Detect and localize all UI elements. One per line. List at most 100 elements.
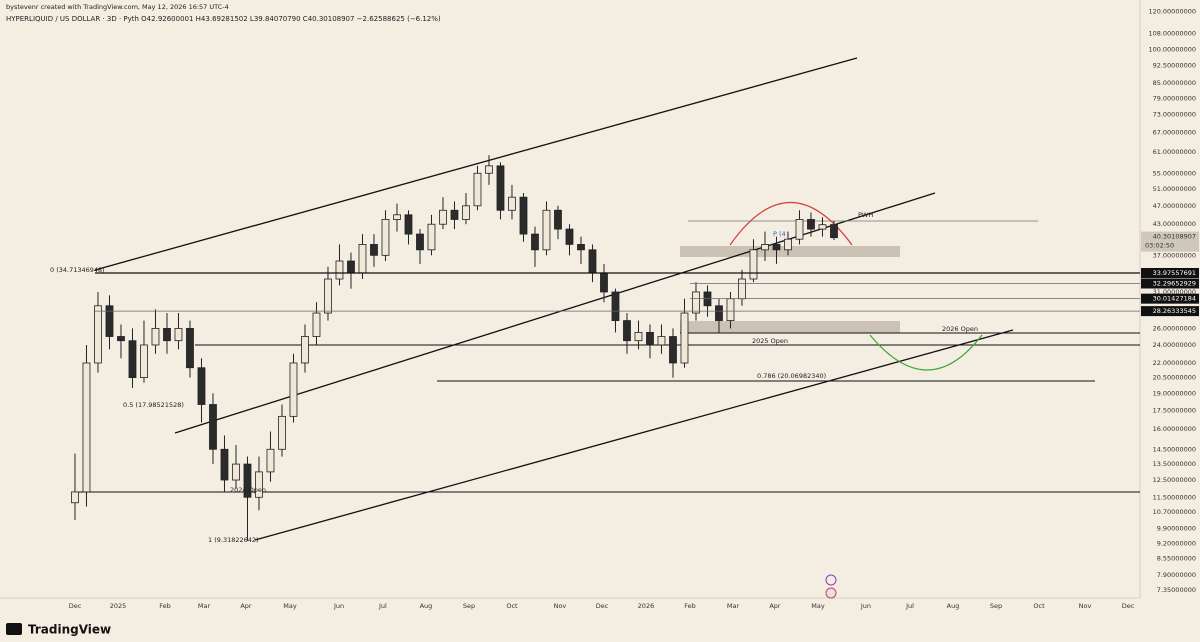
y-tick-label: 92.50000000 (1153, 62, 1196, 70)
candle-body (496, 165, 505, 211)
y-tick-label: 19.00000000 (1153, 389, 1196, 397)
level-tag (1141, 278, 1199, 289)
y-tick-label: 7.35000000 (1157, 586, 1196, 594)
candles (71, 155, 838, 541)
candle-body (634, 332, 643, 342)
candle-body (209, 404, 217, 450)
x-tick-label: Jun (860, 602, 871, 610)
level-label: 33.97557691 (1153, 269, 1196, 277)
y-tick-label: 7.90000000 (1157, 571, 1196, 579)
logo (6, 623, 22, 635)
candle-body (623, 320, 631, 342)
x-tick-label: Dec (69, 602, 82, 610)
candle-body (266, 448, 275, 473)
y-tick-label: 17.50000000 (1153, 406, 1196, 414)
x-tick-label: Oct (1033, 602, 1045, 610)
candle-body (772, 244, 781, 251)
y-tick-label: 9.20000000 (1157, 539, 1196, 547)
candle-body (657, 336, 666, 346)
candle-body (370, 244, 378, 256)
x-tick-label: Sep (990, 602, 1002, 610)
x-tick-label: Aug (947, 602, 960, 610)
trend-line (174, 192, 936, 434)
y-tick-label: 51.00000000 (1153, 185, 1196, 193)
y-tick-label: 67.00000000 (1153, 128, 1196, 136)
y-tick-label: 26.00000000 (1153, 324, 1196, 332)
y-tick-label: 43.00000000 (1153, 220, 1196, 228)
annotation: 1 (9.31822642) (208, 536, 259, 544)
candle-body (508, 196, 516, 211)
candle-body (427, 223, 436, 251)
x-tick-label: Nov (1079, 602, 1092, 610)
trend-line (254, 329, 1014, 541)
x-tick-label: Jul (378, 602, 387, 610)
candle-body (692, 291, 700, 314)
candle-body (197, 367, 206, 405)
candle-body (738, 278, 746, 300)
candle-body (646, 332, 654, 346)
candle-body (71, 491, 79, 504)
candle-body (347, 260, 355, 274)
x-tick-label: Aug (420, 602, 433, 610)
level-tag (1141, 306, 1199, 317)
candle-body (186, 327, 194, 369)
candle-body (462, 205, 470, 220)
candle-body (381, 219, 390, 256)
level-label: 30.01427184 (1153, 295, 1196, 303)
candle-body (784, 238, 792, 251)
candle-body (404, 214, 413, 235)
candle-body (232, 463, 240, 481)
y-tick-label: 10.70000000 (1153, 508, 1196, 516)
candle-body (531, 233, 539, 251)
candle-body (600, 272, 608, 293)
candle-body (830, 224, 838, 239)
candle-body (393, 214, 401, 220)
candle-body (795, 219, 804, 240)
level-label: 32.29652929 (1153, 279, 1196, 287)
brand: TradingView (28, 623, 111, 637)
y-tick-label: 85.00000000 (1153, 79, 1196, 87)
footer (0, 618, 1200, 642)
annotation: 0 (34.71346948) (50, 266, 105, 274)
y-tick-label: 61.00000000 (1153, 148, 1196, 156)
candle-body (220, 448, 229, 481)
x-tick-label: Feb (159, 602, 171, 610)
annotation: PWH (858, 211, 873, 219)
x-tick-label: Jul (905, 602, 914, 610)
level-tag (1141, 293, 1199, 304)
icon (825, 587, 837, 599)
trend-line (94, 57, 858, 271)
candle-body (439, 209, 447, 225)
y-tick-label: 8.55000000 (1157, 555, 1196, 563)
y-tick-label: 12.50000000 (1153, 476, 1196, 484)
y-tick-label: 22.00000000 (1153, 359, 1196, 367)
y-tick-label: 24.00000000 (1153, 341, 1196, 349)
price-tag (1141, 231, 1199, 252)
y-tick-label: 47.00000000 (1153, 202, 1196, 210)
x-tick-label: Apr (769, 602, 781, 610)
x-tick-label: Dec (596, 602, 609, 610)
annotation: 0.786 (20.06982340) (757, 372, 826, 380)
candle-body (335, 260, 344, 280)
x-tick-label: Mar (198, 602, 211, 610)
level-tag (1141, 267, 1199, 278)
candle-body (105, 305, 114, 337)
y-tick-label: 13.50000000 (1153, 460, 1196, 468)
candle-body (128, 340, 137, 378)
y-tick-label: 79.00000000 (1153, 94, 1196, 102)
x-tick-label: 2026 (638, 602, 655, 610)
y-tick-label: 9.90000000 (1157, 524, 1196, 532)
y-tick-label: 31.00000000 (1153, 288, 1196, 296)
candle-body (163, 327, 171, 342)
candle-body (289, 362, 298, 417)
credit: bystevenr created with TradingView.com, … (6, 3, 229, 11)
annotation: 2025 Open (752, 337, 788, 345)
candle-body (301, 336, 309, 364)
candle-body (117, 336, 125, 342)
candle-body (761, 244, 769, 251)
candle-body (565, 228, 574, 245)
candle-body (588, 249, 597, 274)
